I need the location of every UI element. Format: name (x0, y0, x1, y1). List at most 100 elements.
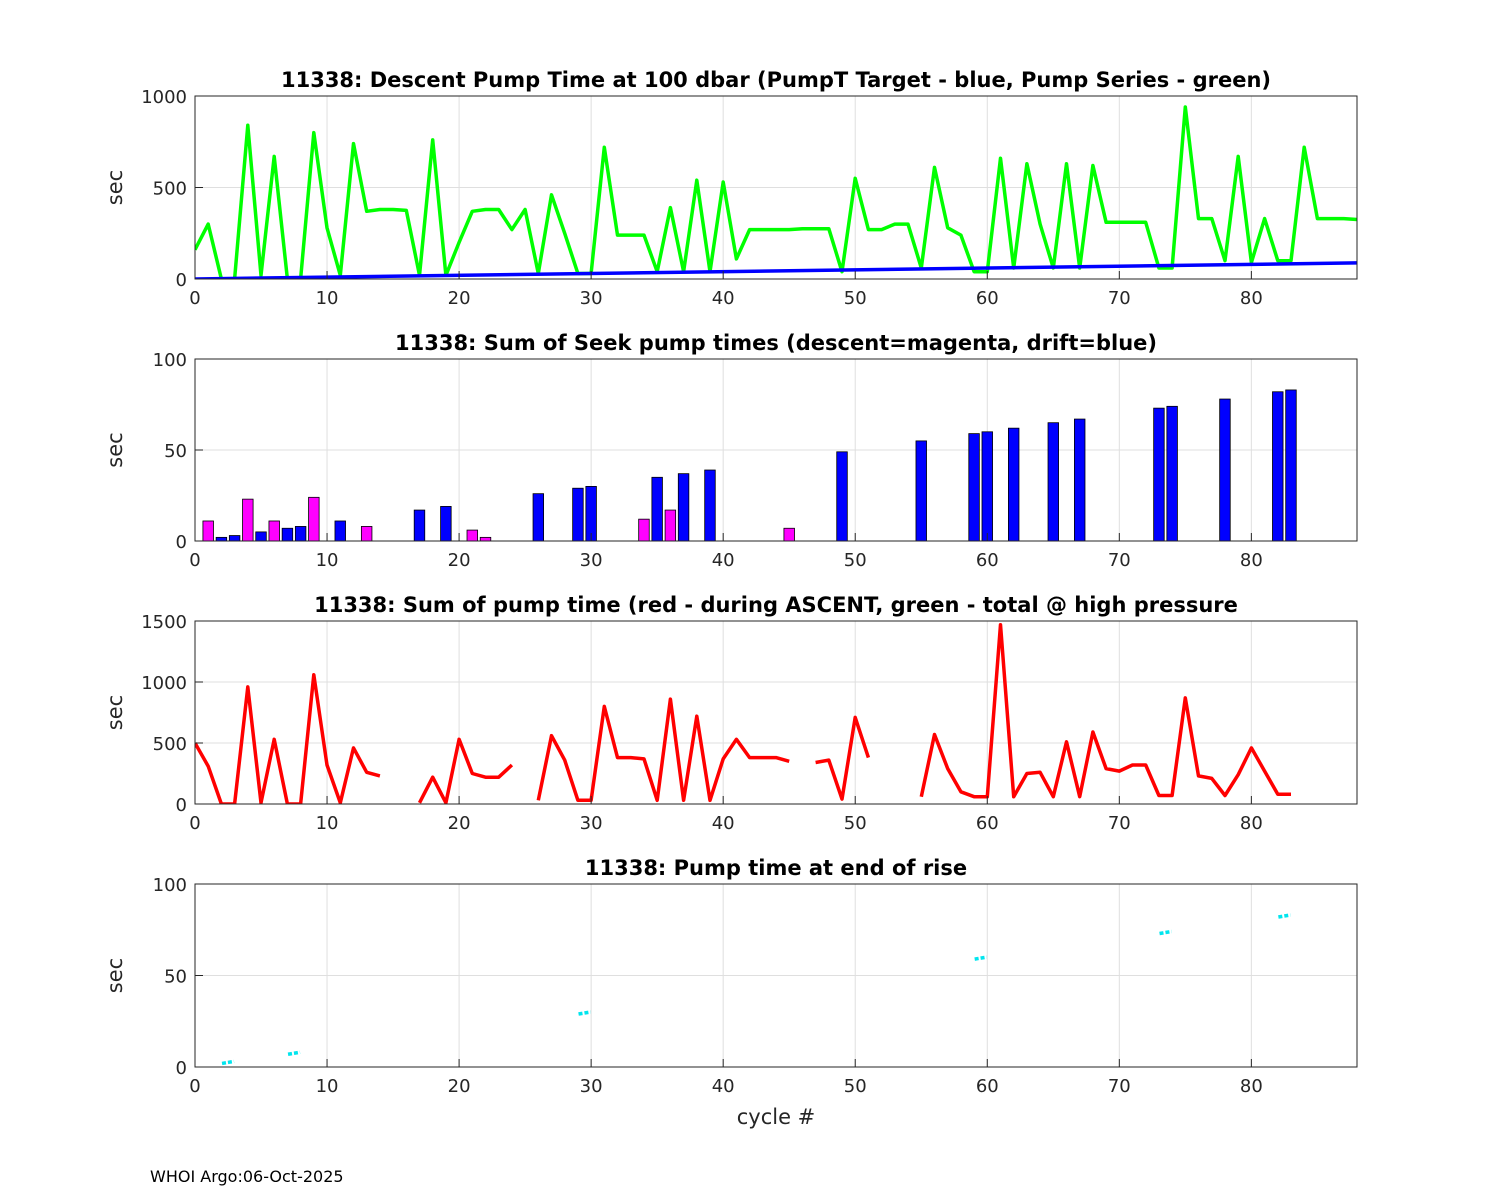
y-axis-label: sec (103, 958, 127, 993)
x-tick-label: 80 (1240, 550, 1263, 571)
x-tick-label: 80 (1240, 288, 1263, 309)
bar-series1-x45 (783, 527, 795, 541)
bar-series2-x3 (228, 535, 241, 541)
y-axis-label: sec (103, 432, 127, 467)
bar-series1-x22 (479, 536, 492, 541)
panel-title: 11338: Descent Pump Time at 100 dbar (Pu… (281, 68, 1271, 92)
x-tick-label: 80 (1240, 1076, 1263, 1097)
x-tick-label: 70 (1108, 550, 1131, 571)
bar-series1-x4 (242, 498, 254, 541)
axes-frame (194, 620, 1358, 805)
series-1-line-seg3 (536, 697, 790, 803)
point-x73.5 (1159, 929, 1172, 936)
x-tick-label: 40 (712, 550, 735, 571)
series-1-line (195, 105, 1357, 279)
bar-series1-x6 (268, 520, 280, 541)
bar-series2-x74 (1166, 405, 1178, 541)
point-x82.5 (1278, 913, 1291, 919)
x-tick-label: 60 (976, 1076, 999, 1097)
x-tick-label: 0 (189, 288, 200, 309)
x-tick-label: 50 (844, 1076, 867, 1097)
bar-series2-x49 (836, 451, 848, 541)
panel-4: 0 10 20 30 40 50 60 70 80 0 50 100 11338: Pump time … (103, 856, 1358, 1097)
series-1-line-seg2 (417, 737, 514, 804)
bar-series2-x82 (1272, 391, 1284, 541)
panel-1: 0 10 20 30 40 50 60 70 80 0 500 1000 11338: Descent … (103, 68, 1358, 309)
bar-series2-x73 (1153, 407, 1165, 541)
data-layer (221, 913, 1291, 1066)
bar-series2-x17 (413, 509, 426, 541)
data-layer (195, 622, 1291, 804)
x-tick-label: 20 (448, 288, 471, 309)
bar-series2-x55 (915, 440, 927, 541)
series-1-line-seg1 (195, 672, 381, 804)
data-layer (195, 105, 1357, 279)
point-x59.5 (974, 955, 987, 961)
y-tick-label: 50 (164, 441, 187, 462)
y-tick-label: 1000 (141, 673, 187, 694)
y-tick-label: 1500 (141, 612, 187, 633)
x-tick-label: 10 (316, 1076, 339, 1097)
x-tick-label: 50 (844, 813, 867, 834)
bar-series2-x8 (294, 526, 307, 541)
x-tick-label: 0 (189, 813, 200, 834)
x-tick-label: 0 (189, 550, 200, 571)
series-2-line (195, 261, 1357, 279)
x-tick-label: 10 (316, 550, 339, 571)
x-tick-label: 20 (448, 813, 471, 834)
series-1-line-seg5 (919, 622, 1291, 799)
bar-series2-x35 (651, 476, 663, 541)
x-tick-label: 30 (580, 550, 603, 571)
y-axis-label: sec (103, 170, 127, 205)
bar-series2-x59 (968, 433, 980, 541)
bar-series1-x34 (638, 518, 650, 541)
bar-series2-x11 (334, 520, 346, 541)
y-tick-label: 0 (176, 795, 187, 816)
bar-series2-x7 (281, 527, 294, 541)
x-tick-label: 20 (448, 1076, 471, 1097)
y-tick-label: 100 (153, 350, 187, 371)
bar-series2-x62 (1008, 427, 1020, 541)
x-tick-label: 50 (844, 288, 867, 309)
bar-series1-x36 (664, 509, 677, 541)
x-tick-label: 10 (316, 813, 339, 834)
bar-series2-x60 (981, 431, 993, 541)
point-x7.5 (287, 1050, 301, 1057)
x-tick-label: 40 (712, 288, 735, 309)
bar-series2-x39 (704, 469, 716, 541)
x-tick-label: 30 (580, 288, 603, 309)
x-tick-label: 20 (448, 550, 471, 571)
plot-area (195, 621, 1357, 804)
x-tick-label: 40 (712, 813, 735, 834)
bar-series2-x5 (255, 531, 267, 541)
x-tick-label: 70 (1108, 1076, 1131, 1097)
panel-title: 11338: Pump time at end of rise (585, 856, 967, 880)
footer-text: WHOI Argo:06-Oct-2025 (150, 1167, 344, 1186)
x-tick-label: 50 (844, 550, 867, 571)
bar-series1-x21 (466, 529, 478, 541)
panel-2: 0 10 20 30 40 50 60 70 80 0 50 100 11338: Sum of See… (103, 331, 1358, 571)
bar-series2-x67 (1074, 418, 1086, 541)
x-tick-label: 60 (976, 288, 999, 309)
bar-series2-x26 (532, 493, 545, 541)
y-tick-label: 100 (153, 875, 187, 896)
x-tick-label: 40 (712, 1076, 735, 1097)
panel-title: 11338: Sum of pump time (red - during AS… (314, 593, 1238, 617)
y-tick-label: 0 (176, 1058, 187, 1079)
y-tick-label: 0 (176, 532, 187, 553)
panel-title: 11338: Sum of Seek pump times (descent=m… (395, 331, 1157, 355)
x-tick-label: 30 (580, 813, 603, 834)
bar-series2-x65 (1047, 422, 1059, 541)
y-tick-label: 1000 (141, 87, 187, 108)
x-tick-label: 70 (1108, 288, 1131, 309)
y-axis-label: sec (103, 695, 127, 730)
x-tick-label: 60 (976, 550, 999, 571)
x-tick-label: 70 (1108, 813, 1131, 834)
y-tick-label: 500 (153, 734, 187, 755)
point-x29.5 (578, 1010, 591, 1016)
bar-series1-x9 (308, 496, 320, 541)
bar-series2-x30 (585, 485, 597, 541)
bar-series2-x19 (440, 506, 452, 541)
y-tick-label: 50 (164, 967, 187, 988)
bar-series1-x13 (360, 526, 373, 541)
